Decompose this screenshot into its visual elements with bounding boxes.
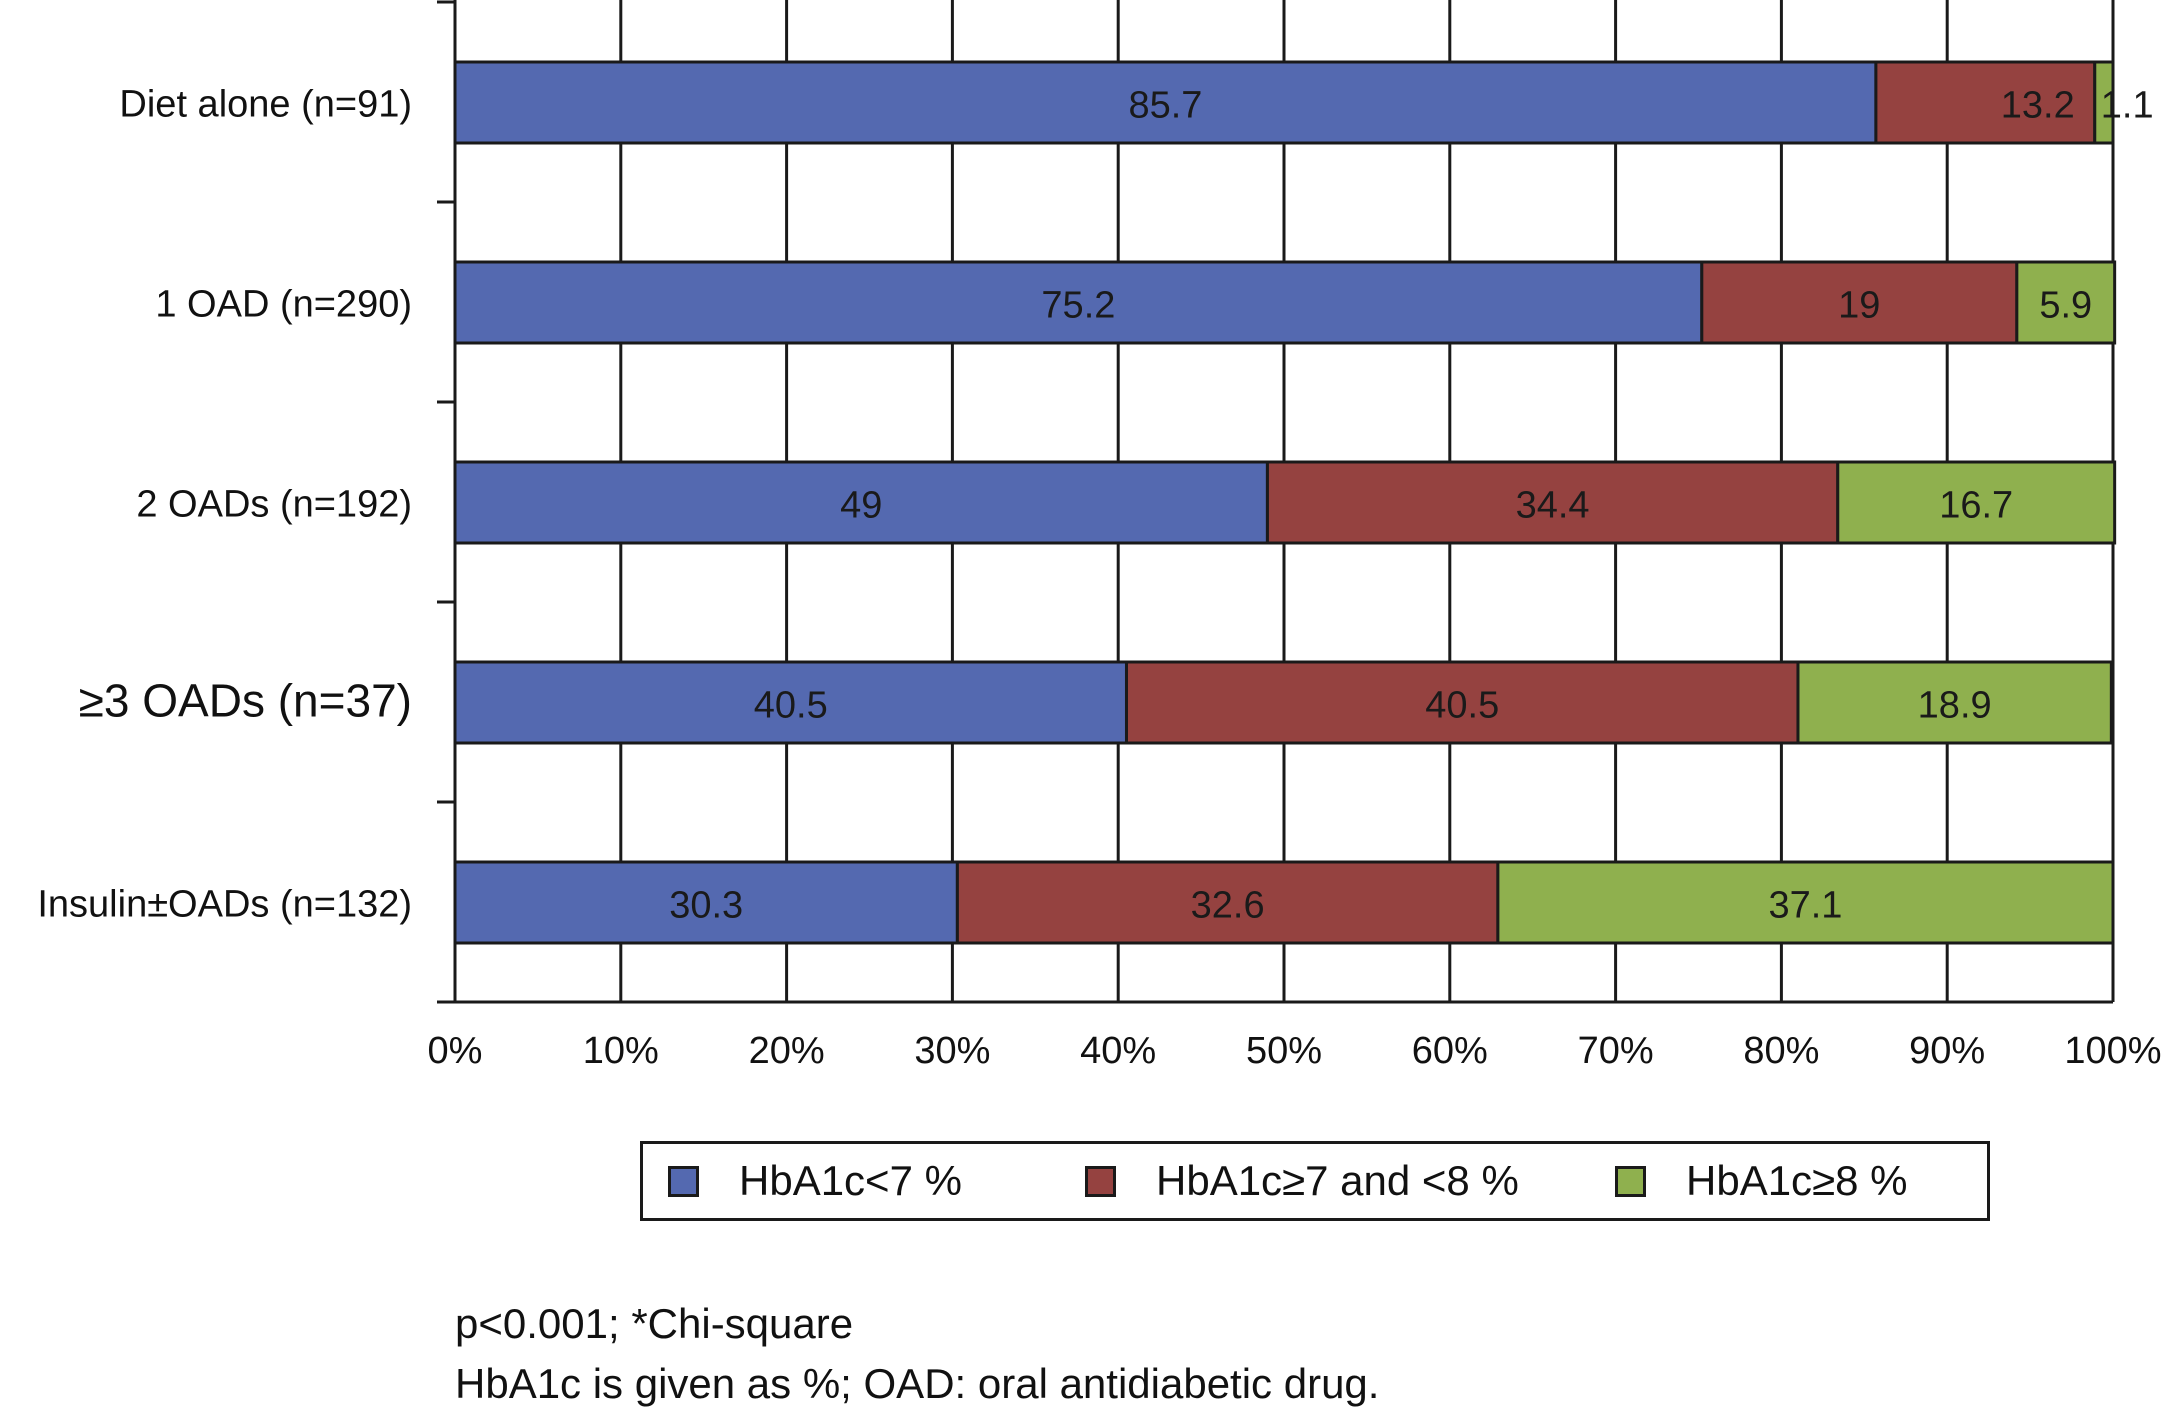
category-label: 2 OADs (n=192) <box>136 484 412 526</box>
bar-segment-0-0 <box>453 60 1878 145</box>
category-label: ≥3 OADs (n=37) <box>79 675 412 727</box>
footnote-abbreviations: HbA1c is given as %; OAD: oral antidiabe… <box>455 1360 1380 1407</box>
legend-item-below-7: HbA1c<7 % <box>668 1144 962 1218</box>
category-label: Diet alone (n=91) <box>119 84 412 126</box>
legend-label-8-plus: HbA1c≥8 % <box>1686 1157 1908 1204</box>
x-tick-label: 100% <box>2064 1030 2161 1072</box>
data-label: 75.2 <box>1041 285 1115 327</box>
bar-segment-4-0 <box>453 860 959 945</box>
legend-swatch-8-plus <box>1615 1165 1646 1197</box>
data-label: 49 <box>840 485 882 527</box>
data-label: 1.1 <box>2101 85 2154 127</box>
bar-segment-4-2 <box>1496 860 2115 945</box>
legend-item-7-to-8: HbA1c≥7 and <8 % <box>1085 1144 1519 1218</box>
x-tick-label: 0% <box>428 1030 483 1072</box>
bar-segment-2-2 <box>1836 460 2117 545</box>
x-tick-label: 80% <box>1743 1030 1819 1072</box>
x-tick-label: 70% <box>1578 1030 1654 1072</box>
bar-segment-0-1 <box>1874 60 2097 145</box>
x-tick-label: 60% <box>1412 1030 1488 1072</box>
legend-item-8-plus: HbA1c≥8 % <box>1615 1144 1907 1218</box>
bar-segment-2-1 <box>1265 460 1840 545</box>
x-tick-label: 90% <box>1909 1030 1985 1072</box>
category-label: Insulin±OADs (n=132) <box>37 884 412 926</box>
data-label: 40.5 <box>1425 685 1499 727</box>
data-label: 34.4 <box>1516 485 1590 527</box>
legend-swatch-7-to-8 <box>1085 1165 1116 1197</box>
bar-segment-0-2 <box>2093 60 2115 145</box>
data-label: 19 <box>1838 285 1880 327</box>
bar-segment-3-2 <box>1796 660 2113 745</box>
bar-segment-4-1 <box>955 860 1500 945</box>
x-tick-label: 10% <box>583 1030 659 1072</box>
bar-segment-1-2 <box>2015 260 2117 345</box>
data-label: 85.7 <box>1128 85 1202 127</box>
data-label: 16.7 <box>1939 485 2013 527</box>
data-label: 37.1 <box>1768 885 1842 927</box>
bar-segment-1-1 <box>1700 260 2019 345</box>
x-tick-label: 30% <box>914 1030 990 1072</box>
bar-segment-3-0 <box>453 660 1128 745</box>
data-label: 30.3 <box>669 885 743 927</box>
bar-segment-3-1 <box>1124 660 1800 745</box>
data-label: 32.6 <box>1191 885 1265 927</box>
legend-swatch-below-7 <box>668 1165 699 1197</box>
data-label: 13.2 <box>2001 85 2075 127</box>
x-tick-label: 40% <box>1080 1030 1156 1072</box>
legend-label-below-7: HbA1c<7 % <box>739 1157 962 1204</box>
category-label: 1 OAD (n=290) <box>155 284 412 326</box>
data-label: 40.5 <box>754 685 828 727</box>
x-tick-label: 20% <box>749 1030 825 1072</box>
legend: HbA1c<7 % HbA1c≥7 and <8 % HbA1c≥8 % <box>640 1141 1990 1221</box>
data-label: 5.9 <box>2039 285 2092 327</box>
footnote-statistics: p<0.001; *Chi-square <box>455 1300 854 1347</box>
legend-label-7-to-8: HbA1c≥7 and <8 % <box>1156 1157 1519 1204</box>
data-label: 18.9 <box>1918 685 1992 727</box>
x-tick-label: 50% <box>1246 1030 1322 1072</box>
